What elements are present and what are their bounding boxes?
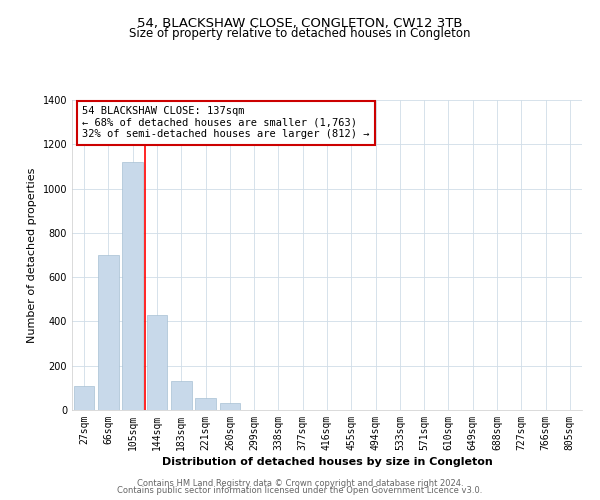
Bar <box>195 398 216 410</box>
Text: Size of property relative to detached houses in Congleton: Size of property relative to detached ho… <box>129 28 471 40</box>
Bar <box>146 315 167 410</box>
Bar <box>98 255 119 410</box>
Bar <box>220 404 240 410</box>
Bar <box>74 386 94 410</box>
Text: 54, BLACKSHAW CLOSE, CONGLETON, CW12 3TB: 54, BLACKSHAW CLOSE, CONGLETON, CW12 3TB <box>137 18 463 30</box>
X-axis label: Distribution of detached houses by size in Congleton: Distribution of detached houses by size … <box>161 457 493 467</box>
Bar <box>171 381 191 410</box>
Text: 54 BLACKSHAW CLOSE: 137sqm
← 68% of detached houses are smaller (1,763)
32% of s: 54 BLACKSHAW CLOSE: 137sqm ← 68% of deta… <box>82 106 370 140</box>
Text: Contains HM Land Registry data © Crown copyright and database right 2024.: Contains HM Land Registry data © Crown c… <box>137 478 463 488</box>
Y-axis label: Number of detached properties: Number of detached properties <box>27 168 37 342</box>
Bar <box>122 162 143 410</box>
Text: Contains public sector information licensed under the Open Government Licence v3: Contains public sector information licen… <box>118 486 482 495</box>
